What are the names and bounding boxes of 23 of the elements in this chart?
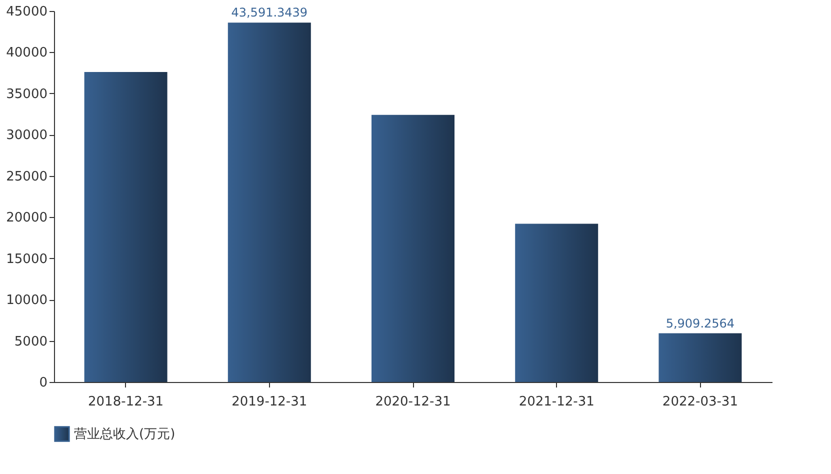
x-tick-label: 2022-03-31 (662, 394, 738, 410)
legend-label: 营业总收入(万元) (74, 427, 176, 442)
x-tick-label: 2021-12-31 (518, 394, 594, 410)
y-tick-label: 15000 (6, 252, 48, 267)
bar (515, 224, 598, 382)
x-tick-label: 2018-12-31 (88, 394, 164, 410)
y-tick-label: 5000 (14, 334, 48, 350)
data-label: 43,591.3439 (231, 6, 308, 20)
bar (84, 72, 168, 382)
x-tick-label: 2019-12-31 (232, 394, 308, 410)
bar (228, 22, 311, 382)
data-label: 5,909.2564 (666, 316, 735, 330)
bar (372, 114, 454, 382)
y-tick-label: 35000 (6, 86, 48, 102)
y-tick-label: 10000 (6, 293, 48, 308)
y-tick-label: 0 (39, 376, 48, 390)
y-tick-label: 20000 (6, 210, 48, 226)
y-tick-label: 45000 (6, 4, 48, 20)
y-tick-label: 30000 (6, 128, 48, 144)
x-tick-label: 2020-12-31 (375, 394, 451, 410)
y-tick-label: 40000 (6, 46, 48, 61)
y-tick-label: 25000 (6, 169, 48, 184)
bar (658, 333, 742, 382)
